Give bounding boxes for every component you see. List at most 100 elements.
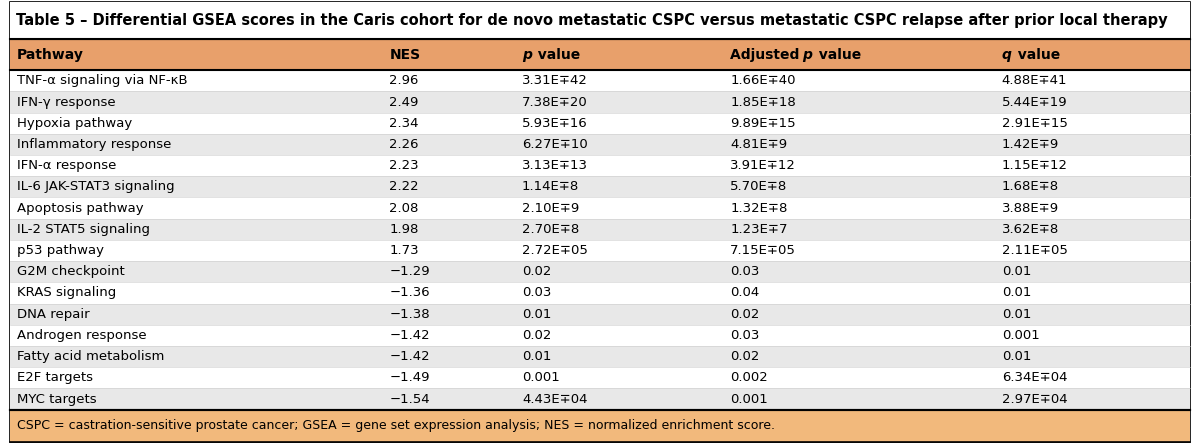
- Text: KRAS signaling: KRAS signaling: [17, 287, 116, 299]
- Text: p53 pathway: p53 pathway: [17, 244, 104, 257]
- Text: Pathway: Pathway: [17, 47, 84, 62]
- Text: 0.04: 0.04: [731, 287, 760, 299]
- Text: IFN-α response: IFN-α response: [17, 159, 116, 172]
- Text: −1.42: −1.42: [389, 329, 430, 342]
- Bar: [10, 155, 1190, 176]
- Text: 0.01: 0.01: [522, 308, 551, 321]
- Text: Fatty acid metabolism: Fatty acid metabolism: [17, 350, 164, 363]
- Text: NES: NES: [389, 47, 420, 62]
- Text: 0.02: 0.02: [731, 308, 760, 321]
- Text: 6.27E∓10: 6.27E∓10: [522, 138, 588, 151]
- Text: 2.97E∓04: 2.97E∓04: [1002, 392, 1068, 405]
- Text: 5.44E∓19: 5.44E∓19: [1002, 96, 1068, 109]
- Text: 0.02: 0.02: [522, 329, 551, 342]
- Bar: [10, 134, 1190, 155]
- Text: value: value: [816, 47, 860, 62]
- Text: 3.31E∓42: 3.31E∓42: [522, 74, 588, 87]
- Text: 4.43E∓04: 4.43E∓04: [522, 392, 588, 405]
- Text: p: p: [522, 47, 532, 62]
- Text: 0.001: 0.001: [1002, 329, 1039, 342]
- Text: 3.88E∓9: 3.88E∓9: [1002, 202, 1058, 214]
- Bar: [10, 303, 1190, 325]
- Text: 2.10E∓9: 2.10E∓9: [522, 202, 580, 214]
- Bar: [10, 261, 1190, 282]
- Text: 1.14E∓8: 1.14E∓8: [522, 180, 580, 194]
- Bar: [10, 389, 1190, 410]
- Text: 3.62E∓8: 3.62E∓8: [1002, 223, 1060, 236]
- Text: 0.002: 0.002: [731, 371, 768, 385]
- Text: 9.89E∓15: 9.89E∓15: [731, 117, 796, 130]
- Text: 0.03: 0.03: [731, 329, 760, 342]
- Text: TNF-α signaling via NF-κB: TNF-α signaling via NF-κB: [17, 74, 187, 87]
- Text: 7.38E∓20: 7.38E∓20: [522, 96, 588, 109]
- Text: Apoptosis pathway: Apoptosis pathway: [17, 202, 144, 214]
- Text: DNA repair: DNA repair: [17, 308, 90, 321]
- Text: 2.91E∓15: 2.91E∓15: [1002, 117, 1068, 130]
- Text: Inflammatory response: Inflammatory response: [17, 138, 172, 151]
- Text: 2.49: 2.49: [389, 96, 419, 109]
- Text: MYC targets: MYC targets: [17, 392, 96, 405]
- Text: 2.72E∓05: 2.72E∓05: [522, 244, 588, 257]
- Text: E2F targets: E2F targets: [17, 371, 92, 385]
- Text: −1.42: −1.42: [389, 350, 430, 363]
- Text: 2.70E∓8: 2.70E∓8: [522, 223, 580, 236]
- Text: 4.81E∓9: 4.81E∓9: [731, 138, 787, 151]
- Text: 1.73: 1.73: [389, 244, 419, 257]
- Text: 0.01: 0.01: [1002, 265, 1031, 278]
- Text: −1.38: −1.38: [389, 308, 430, 321]
- Text: 0.02: 0.02: [731, 350, 760, 363]
- Text: 1.23E∓7: 1.23E∓7: [731, 223, 788, 236]
- Text: 2.11E∓05: 2.11E∓05: [1002, 244, 1068, 257]
- Text: q: q: [1002, 47, 1012, 62]
- Text: 1.42E∓9: 1.42E∓9: [1002, 138, 1060, 151]
- Text: IFN-γ response: IFN-γ response: [17, 96, 115, 109]
- Bar: [10, 240, 1190, 261]
- Text: 5.70E∓8: 5.70E∓8: [731, 180, 787, 194]
- Text: 1.15E∓12: 1.15E∓12: [1002, 159, 1068, 172]
- Text: CSPC = castration-sensitive prostate cancer; GSEA = gene set expression analysis: CSPC = castration-sensitive prostate can…: [17, 420, 775, 432]
- Text: 0.03: 0.03: [731, 265, 760, 278]
- Text: 2.23: 2.23: [389, 159, 419, 172]
- Text: 0.001: 0.001: [731, 392, 768, 405]
- Text: p: p: [803, 47, 812, 62]
- Text: 0.01: 0.01: [1002, 350, 1031, 363]
- Text: 7.15E∓05: 7.15E∓05: [731, 244, 797, 257]
- Text: 1.85E∓18: 1.85E∓18: [731, 96, 796, 109]
- Bar: [10, 346, 1190, 367]
- Bar: [10, 367, 1190, 389]
- Text: 0.03: 0.03: [522, 287, 551, 299]
- Text: Adjusted: Adjusted: [731, 47, 803, 62]
- Text: −1.36: −1.36: [389, 287, 430, 299]
- Text: 3.91E∓12: 3.91E∓12: [731, 159, 797, 172]
- Text: 2.22: 2.22: [389, 180, 419, 194]
- Bar: [10, 198, 1190, 219]
- Text: 0.01: 0.01: [1002, 287, 1031, 299]
- Text: G2M checkpoint: G2M checkpoint: [17, 265, 125, 278]
- Text: Androgen response: Androgen response: [17, 329, 146, 342]
- Text: Table 5 – Differential GSEA scores in the Caris cohort for de novo metastatic CS: Table 5 – Differential GSEA scores in th…: [16, 13, 1168, 28]
- Text: −1.54: −1.54: [389, 392, 430, 405]
- Text: 2.08: 2.08: [389, 202, 419, 214]
- Text: 2.96: 2.96: [389, 74, 419, 87]
- Text: value: value: [535, 47, 581, 62]
- Text: 1.66E∓40: 1.66E∓40: [731, 74, 796, 87]
- Text: 2.26: 2.26: [389, 138, 419, 151]
- Text: 0.01: 0.01: [522, 350, 551, 363]
- Bar: [10, 70, 1190, 91]
- Bar: [10, 219, 1190, 240]
- Bar: [10, 2, 1190, 39]
- Text: value: value: [1015, 47, 1061, 62]
- Text: 1.68E∓8: 1.68E∓8: [1002, 180, 1058, 194]
- Text: IL-2 STAT5 signaling: IL-2 STAT5 signaling: [17, 223, 150, 236]
- Text: 2.34: 2.34: [389, 117, 419, 130]
- Bar: [10, 410, 1190, 442]
- Text: 0.001: 0.001: [522, 371, 559, 385]
- Text: −1.29: −1.29: [389, 265, 430, 278]
- Text: 1.98: 1.98: [389, 223, 419, 236]
- Text: 6.34E∓04: 6.34E∓04: [1002, 371, 1067, 385]
- Text: 0.02: 0.02: [522, 265, 551, 278]
- Text: 5.93E∓16: 5.93E∓16: [522, 117, 588, 130]
- Text: 0.01: 0.01: [1002, 308, 1031, 321]
- Bar: [10, 91, 1190, 113]
- Text: IL-6 JAK-STAT3 signaling: IL-6 JAK-STAT3 signaling: [17, 180, 174, 194]
